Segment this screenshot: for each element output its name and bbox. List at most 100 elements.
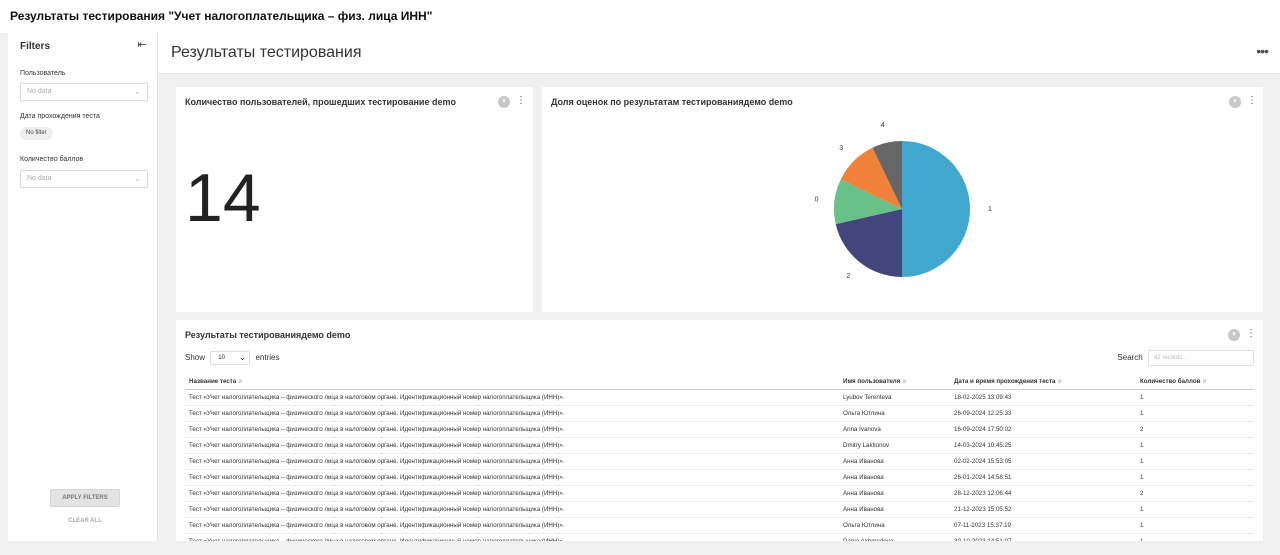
score-filter-placeholder: No data xyxy=(27,175,52,182)
cell-score: 2 xyxy=(1136,485,1254,502)
pie-slice-0[interactable] xyxy=(834,179,902,225)
cell-test: Тест «Учет налогоплательщика – физическо… xyxy=(185,533,839,541)
cell-datetime: 16-09-2024 17:50:02 xyxy=(950,421,1136,438)
cell-score: 1 xyxy=(1136,437,1254,454)
pie-chart-card: Доля оценок по результатам тестированияд… xyxy=(542,87,1263,312)
cell-test: Тест «Учет налогоплательщика – физическо… xyxy=(185,453,839,470)
sort-icon: ⇵ xyxy=(1057,378,1062,385)
score-filter-label: Количество баллов xyxy=(20,156,84,163)
cell-datetime: 21-12-2023 15:05:52 xyxy=(950,501,1136,518)
page-size-select[interactable]: 10 ⌄ xyxy=(210,351,251,365)
cell-datetime: 26-09-2024 12:25:33 xyxy=(950,405,1136,422)
table-row: Тест «Учет налогоплательщика – физическо… xyxy=(185,485,1254,502)
column-header-datetime[interactable]: Дата и время прохождения теста ⇵ xyxy=(950,374,1136,390)
results-table: Название теста ⇵ Имя пользователя ⇵ Дата и… xyxy=(185,374,1254,541)
pie-label-0: 0 xyxy=(815,196,819,203)
table-row: Тест «Учет налогоплательщика – физическо… xyxy=(185,469,1254,486)
cell-datetime: 26-01-2024 14:58:51 xyxy=(950,469,1136,486)
column-header-user[interactable]: Имя пользователя ⇵ xyxy=(839,374,950,390)
filter-icon[interactable]: ▾ xyxy=(498,96,510,108)
chevron-down-icon: ⌄ xyxy=(238,352,247,362)
cell-user: Dmitry Laktionov xyxy=(839,437,950,454)
cell-datetime: 02-02-2024 15:53:05 xyxy=(950,453,1136,470)
cell-test: Тест «Учет налогоплательщика – физическо… xyxy=(185,469,839,486)
sort-icon: ⇵ xyxy=(902,378,907,385)
pie-label-3: 3 xyxy=(839,145,843,152)
table-row: Тест «Учет налогоплательщика – физическо… xyxy=(185,437,1254,454)
pie-label-4: 4 xyxy=(881,122,885,129)
table-row: Тест «Учет налогоплательщика – физическо… xyxy=(185,405,1254,422)
date-filter-tag[interactable]: No filter xyxy=(20,127,53,140)
cell-score: 1 xyxy=(1136,469,1254,486)
cell-datetime: 28-12-2023 12:06:44 xyxy=(950,485,1136,502)
pie-label-1: 1 xyxy=(988,206,992,213)
score-filter-select[interactable]: No data ⌄ xyxy=(20,170,148,188)
cell-test: Тест «Учет налогоплательщика – физическо… xyxy=(185,389,839,406)
sort-icon: ⇵ xyxy=(1202,378,1207,385)
cell-user: Анна Иванова xyxy=(839,469,950,486)
apply-filters-button[interactable]: APPLY FILTERS xyxy=(50,489,120,507)
table-row: Тест «Учет налогоплательщика – физическо… xyxy=(185,517,1254,534)
table-row: Тест «Учет налогоплательщика – физическо… xyxy=(185,501,1254,518)
more-vertical-icon[interactable]: ⋮ xyxy=(1247,95,1257,106)
pie-chart: 1 2 0 3 4 xyxy=(815,122,992,280)
kpi-value: 14 xyxy=(185,160,261,236)
cell-score: 1 xyxy=(1136,453,1254,470)
filters-panel: Filters ⇤ Пользователь No data ⌄ Дата пр… xyxy=(8,33,158,541)
more-vertical-icon[interactable]: ⋮ xyxy=(1246,328,1256,339)
cell-datetime: 30-10-2023 14:51:07 xyxy=(950,533,1136,541)
table-row: Тест «Учет налогоплательщика – физическо… xyxy=(185,453,1254,470)
cell-score: 1 xyxy=(1136,405,1254,422)
pie-slice-4[interactable] xyxy=(872,141,902,209)
cell-user: Анна Иванова xyxy=(839,501,950,518)
cell-score: 1 xyxy=(1136,389,1254,406)
column-header-score[interactable]: Количество баллов ⇵ xyxy=(1136,374,1254,390)
top-bar: Результаты тестирования "Учет налогоплат… xyxy=(0,0,1280,33)
pie-title: Доля оценок по результатам тестированияд… xyxy=(551,97,793,107)
user-filter-label: Пользователь xyxy=(20,70,66,77)
cell-datetime: 07-11-2023 15:37:19 xyxy=(950,517,1136,534)
dashboard-title: Результаты тестирования "Учет налогоплат… xyxy=(10,9,433,23)
filter-icon[interactable]: ▾ xyxy=(1228,329,1240,341)
column-header-test[interactable]: Название теста ⇵ xyxy=(185,374,839,390)
table-search: Search 42 records... xyxy=(1117,350,1254,366)
cell-test: Тест «Учет налогоплательщика – физическо… xyxy=(185,485,839,502)
cell-test: Тест «Учет налогоплательщика – физическо… xyxy=(185,437,839,454)
cell-test: Тест «Учет налогоплательщика – физическо… xyxy=(185,517,839,534)
user-filter-placeholder: No data xyxy=(27,88,52,95)
chevron-down-icon: ⌄ xyxy=(134,174,141,183)
user-filter-select[interactable]: No data ⌄ xyxy=(20,83,148,101)
column-header-score-label: Количество баллов xyxy=(1140,377,1201,385)
filter-icon[interactable]: ▾ xyxy=(1229,96,1241,108)
search-input[interactable]: 42 records... xyxy=(1148,350,1254,366)
cell-user: Lyubov Terenteva xyxy=(839,389,950,406)
table-title: Результаты тестированиядемо demo xyxy=(185,330,351,340)
pie-slice-3[interactable] xyxy=(840,147,902,209)
page-size-control: Show 10 ⌄ entries xyxy=(185,351,280,365)
more-horizontal-icon[interactable]: ••• xyxy=(1256,43,1269,59)
kpi-title: Количество пользователей, прошедших тест… xyxy=(185,97,456,107)
pie-slice-2[interactable] xyxy=(835,209,902,277)
table-row: Тест «Учет налогоплательщика – физическо… xyxy=(185,421,1254,438)
column-header-test-label: Название теста xyxy=(189,377,237,385)
collapse-filters-icon[interactable]: ⇤ xyxy=(137,39,147,51)
cell-user: Анна Иванова xyxy=(839,485,950,502)
clear-all-button[interactable]: CLEAR ALL xyxy=(68,518,102,524)
table-row: Тест «Учет налогоплательщика – физическо… xyxy=(185,533,1254,541)
results-table-card: Результаты тестированиядемо demo ▾ ⋮ Sho… xyxy=(176,320,1263,541)
column-header-user-label: Имя пользователя xyxy=(843,377,901,385)
chevron-down-icon: ⌄ xyxy=(134,87,141,96)
page-title: Результаты тестирования xyxy=(171,44,362,61)
column-header-datetime-label: Дата и время прохождения теста xyxy=(954,377,1056,385)
show-label: Show xyxy=(185,353,206,363)
cell-user: Anna Ivanova xyxy=(839,421,950,438)
main-header: Результаты тестирования ••• xyxy=(158,33,1280,74)
cell-test: Тест «Учет налогоплательщика – физическо… xyxy=(185,421,839,438)
cell-score: 1 xyxy=(1136,501,1254,518)
table-row: Тест «Учет налогоплательщика – физическо… xyxy=(185,389,1254,406)
cell-score: 1 xyxy=(1136,517,1254,534)
pie-slice-1[interactable] xyxy=(902,141,970,277)
more-vertical-icon[interactable]: ⋮ xyxy=(516,95,526,106)
cell-user: Ольга Ютлина xyxy=(839,517,950,534)
